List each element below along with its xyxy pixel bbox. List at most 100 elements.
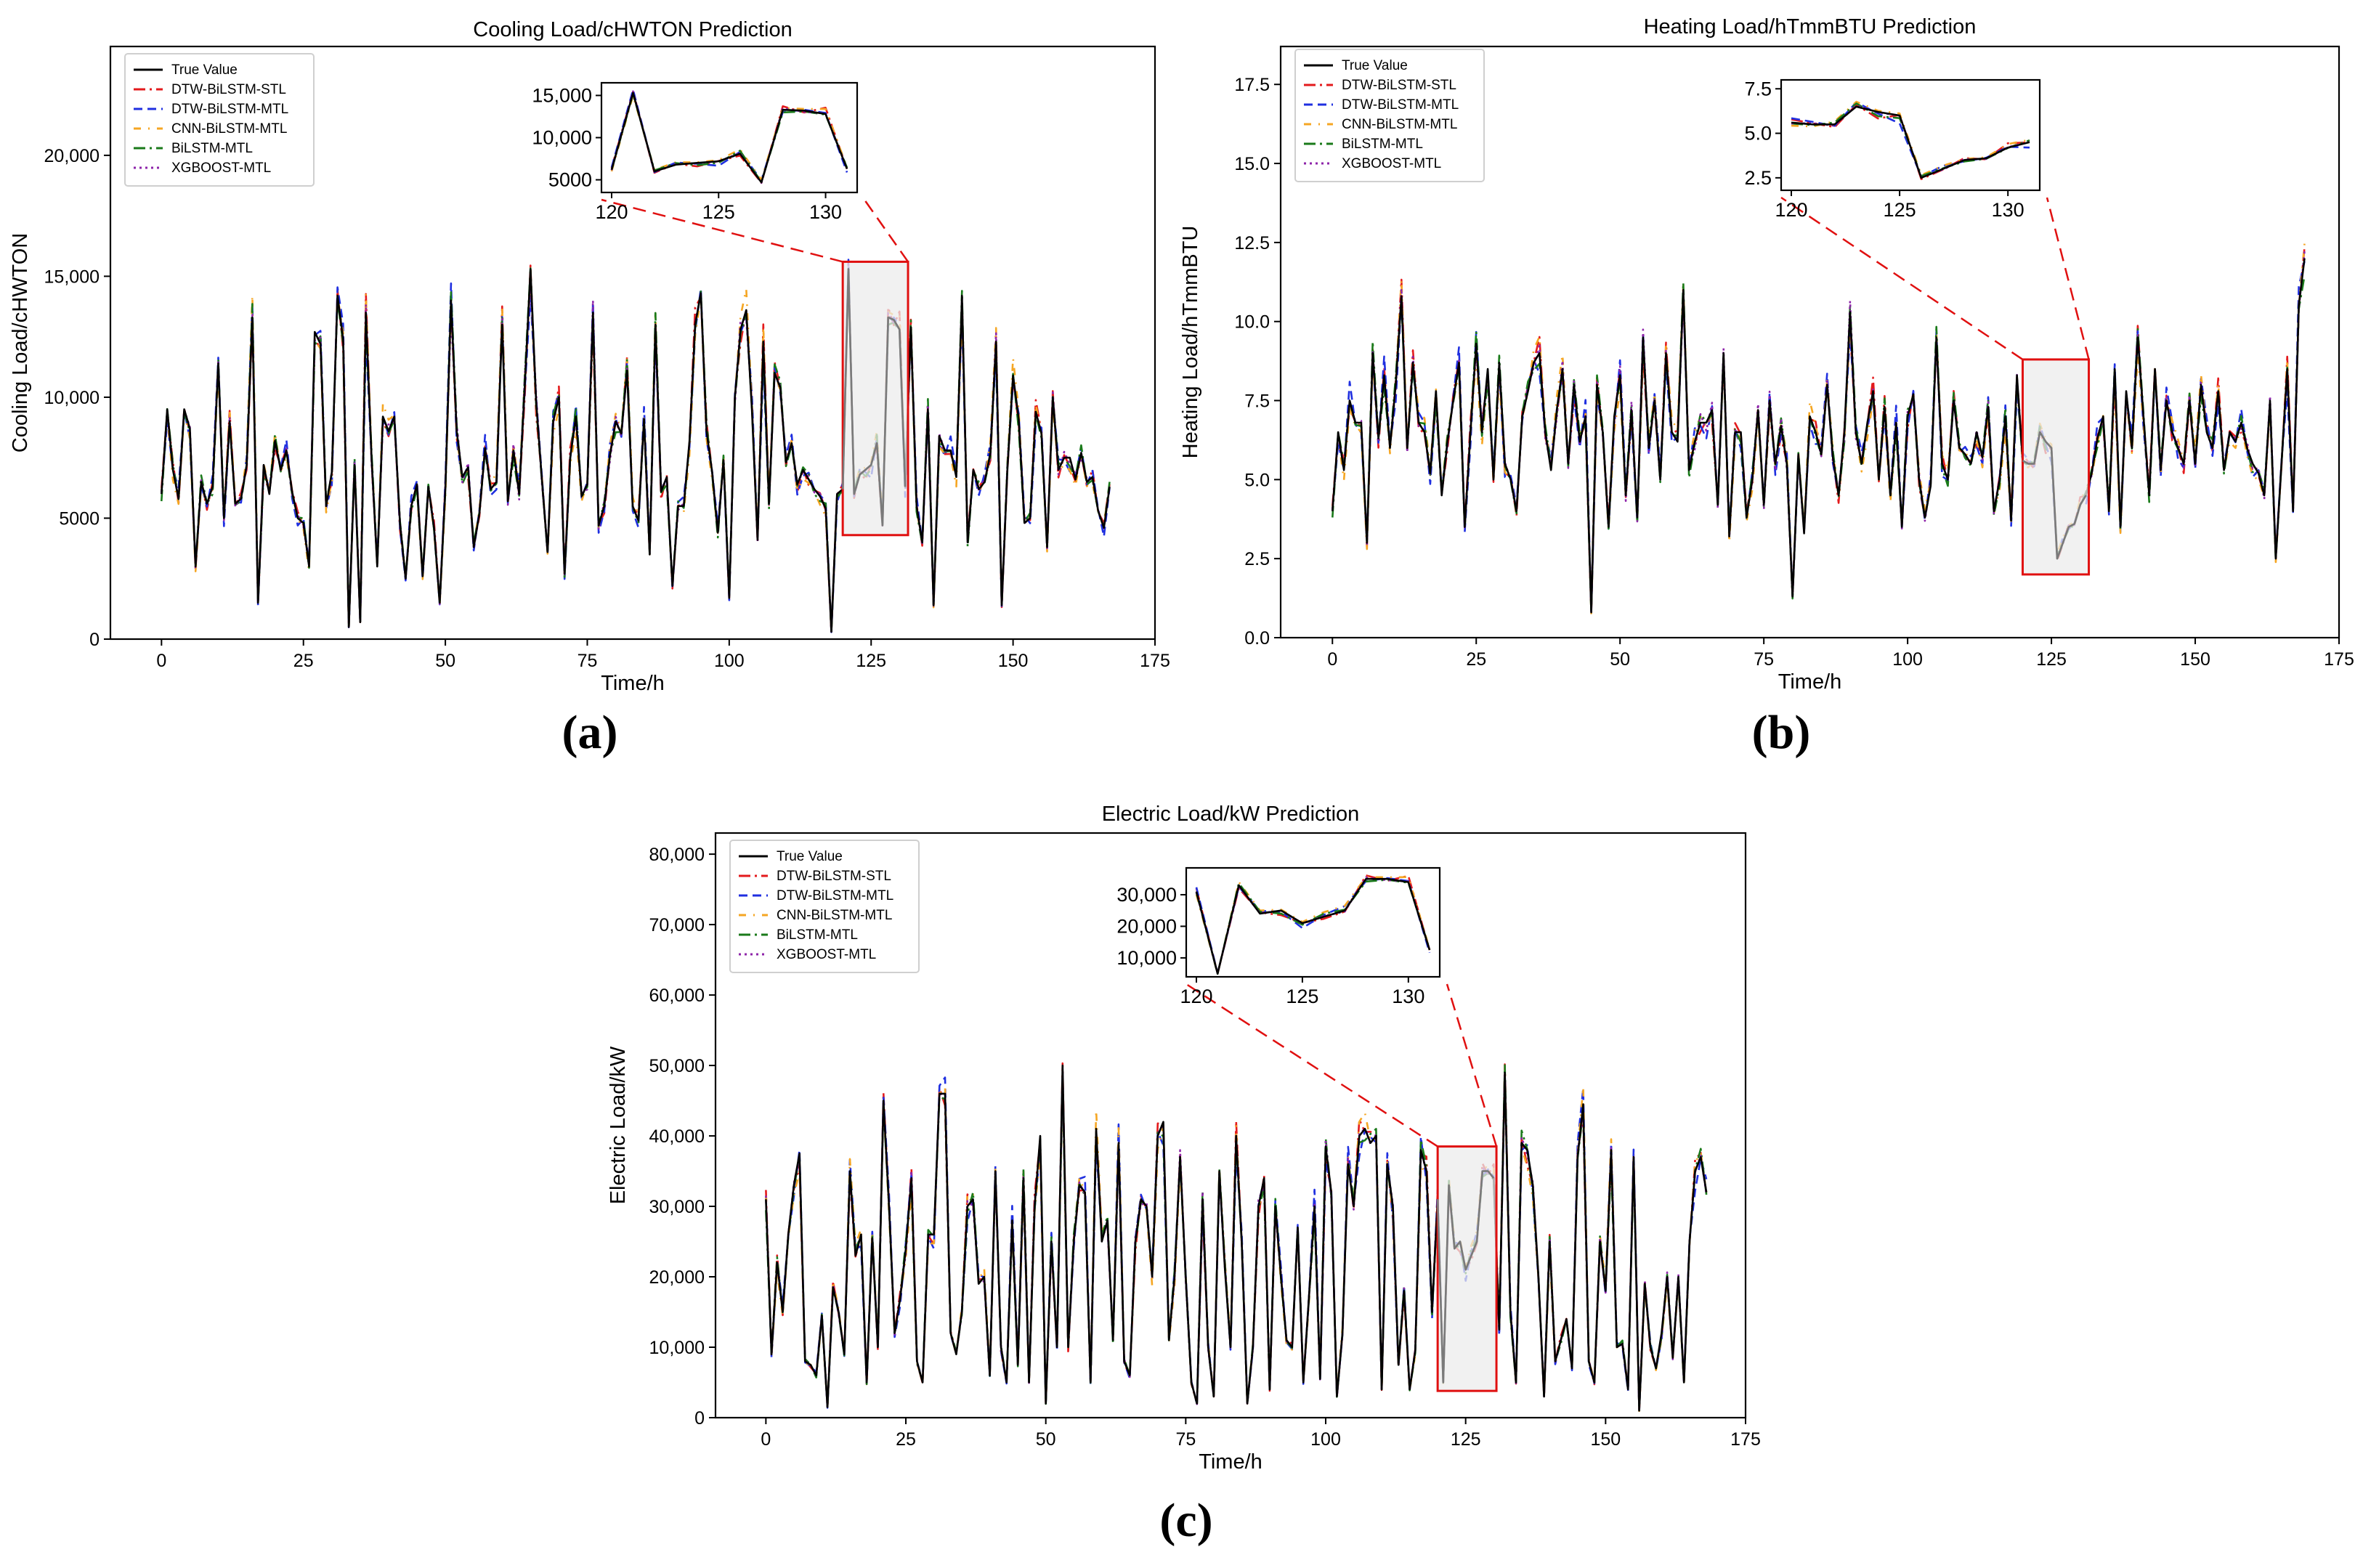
y-tick-label: 50,000 bbox=[649, 1056, 705, 1076]
x-tick-label: 175 bbox=[1140, 651, 1170, 671]
x-axis-label: Time/h bbox=[601, 672, 665, 695]
x-tick-label: 75 bbox=[1175, 1429, 1196, 1450]
panel-b-heating-load: Heating Load/hTmmBTU Prediction 0 25 50 75 10… bbox=[1179, 15, 2354, 759]
x-axis-label: Time/h bbox=[1199, 1450, 1262, 1474]
inset-series-cnn-bilstm-mtl bbox=[1195, 876, 1431, 975]
legend-frame bbox=[729, 840, 920, 973]
y-tick-label: 10.0 bbox=[1234, 312, 1270, 333]
x-tick-label: 125 bbox=[2036, 649, 2067, 670]
y-tick-label: 60,000 bbox=[649, 986, 705, 1006]
y-tick-label: 12.5 bbox=[1234, 233, 1270, 253]
legend: True Value DTW-BiLSTM-STL DTW-BiLSTM-MTL CN… bbox=[729, 840, 920, 973]
panel-label: (b) bbox=[1752, 706, 1811, 759]
inset-zoom-plot: 120 125 130 2.5 5.0 7.5 bbox=[1744, 78, 2041, 221]
y-tick-label: 20,000 bbox=[649, 1267, 705, 1288]
legend-entry-label: CNN-BiLSTM-MTL bbox=[1342, 117, 1457, 132]
y-tick-label: 10,000 bbox=[649, 1338, 705, 1358]
y-axis-label: Electric Load/kW bbox=[607, 1046, 630, 1204]
y-tick-label: 0 bbox=[89, 630, 100, 650]
inset-y-tick-label: 10,000 bbox=[532, 127, 592, 149]
chart-title: Electric Load/kW Prediction bbox=[1102, 803, 1360, 826]
y-tick-label: 10,000 bbox=[44, 388, 100, 408]
series-group bbox=[765, 1062, 1708, 1413]
plot-frame bbox=[1279, 45, 2340, 639]
x-tick-label: 100 bbox=[1892, 649, 1923, 670]
inset-y-tick-label: 15,000 bbox=[532, 84, 592, 106]
legend-entry-label: XGBOOST-MTL bbox=[171, 161, 271, 176]
y-tick-label: 5000 bbox=[59, 508, 100, 529]
y-tick-label: 17.5 bbox=[1234, 75, 1270, 95]
series-line-dtw-bilstm-stl bbox=[765, 1062, 1708, 1412]
inset-y-tick-label: 7.5 bbox=[1744, 78, 1772, 99]
inset-y-tick-label: 10,000 bbox=[1116, 947, 1177, 969]
inset-background bbox=[1781, 80, 2040, 190]
x-tick-label: 75 bbox=[1754, 649, 1774, 670]
y-tick-label: 7.5 bbox=[1244, 391, 1270, 412]
legend-entry-label: DTW-BiLSTM-MTL bbox=[777, 888, 893, 903]
inset-series-true value bbox=[610, 92, 848, 184]
series-line-cnn-bilstm-mtl bbox=[765, 1078, 1708, 1413]
legend-entry-label: BiLSTM-MTL bbox=[1342, 137, 1423, 152]
x-tick-label: 25 bbox=[1466, 649, 1486, 670]
legend: True Value DTW-BiLSTM-STL DTW-BiLSTM-MTL CN… bbox=[124, 53, 315, 187]
inset-series-true value bbox=[1791, 105, 2030, 179]
series-line-cnn-bilstm-mtl bbox=[161, 275, 1111, 633]
x-tick-label: 0 bbox=[156, 651, 166, 671]
legend-frame bbox=[1294, 49, 1485, 182]
x-tick-label: 125 bbox=[856, 651, 886, 671]
inset-y-tick-label: 5.0 bbox=[1744, 123, 1772, 145]
zoom-connector-right bbox=[2046, 197, 2090, 360]
x-tick-label: 50 bbox=[1036, 1429, 1056, 1450]
inset-zoom-plot: 120 125 130 5000 10,000 15,000 bbox=[532, 81, 859, 223]
x-tick-label: 0 bbox=[1327, 649, 1337, 670]
y-tick-label: 80,000 bbox=[649, 845, 705, 865]
y-tick-label: 0 bbox=[694, 1408, 705, 1429]
inset-y-tick-label: 5000 bbox=[548, 169, 592, 191]
inset-x-tick-label: 130 bbox=[1392, 986, 1424, 1007]
zoom-connector-left bbox=[1185, 983, 1438, 1147]
legend-entry-label: True Value bbox=[777, 849, 843, 864]
y-tick-label: 0.0 bbox=[1244, 628, 1270, 649]
legend-entry-label: DTW-BiLSTM-STL bbox=[1342, 78, 1456, 93]
zoom-region-trace bbox=[2022, 431, 2087, 560]
inset-y-tick-label: 20,000 bbox=[1116, 915, 1177, 937]
series-line-true value bbox=[1332, 258, 2306, 614]
zoom-connector-right bbox=[863, 199, 909, 263]
x-tick-label: 125 bbox=[1451, 1429, 1481, 1450]
y-tick-label: 70,000 bbox=[649, 915, 705, 935]
inset-x-tick-label: 120 bbox=[1775, 199, 1807, 221]
inset-x-tick-label: 125 bbox=[1884, 199, 1916, 221]
x-tick-label: 100 bbox=[714, 651, 745, 671]
y-axis-label: Cooling Load/cHWTON bbox=[9, 233, 32, 452]
legend-entry-label: XGBOOST-MTL bbox=[1342, 156, 1441, 171]
inset-y-tick-label: 30,000 bbox=[1116, 884, 1177, 906]
legend-entry-label: True Value bbox=[171, 62, 238, 78]
x-tick-label: 150 bbox=[1590, 1429, 1621, 1450]
series-line-xgboost-mtl bbox=[161, 263, 1111, 633]
y-tick-label: 20,000 bbox=[44, 146, 100, 166]
legend-entry-label: True Value bbox=[1342, 58, 1408, 73]
legend-entry-label: DTW-BiLSTM-STL bbox=[171, 82, 286, 97]
y-tick-label: 2.5 bbox=[1244, 549, 1270, 569]
x-tick-label: 25 bbox=[896, 1429, 916, 1450]
series-line-bilstm-mtl bbox=[161, 267, 1111, 633]
y-axis-label: Heating Load/hTmmBTU bbox=[1179, 226, 1202, 459]
inset-x-tick-label: 125 bbox=[1286, 986, 1318, 1007]
x-tick-label: 50 bbox=[435, 651, 455, 671]
x-tick-label: 150 bbox=[2180, 649, 2210, 670]
legend-entry-label: DTW-BiLSTM-MTL bbox=[171, 102, 288, 117]
series-line-true value bbox=[765, 1064, 1708, 1412]
legend-entry-label: XGBOOST-MTL bbox=[777, 947, 876, 962]
y-tick-label: 15,000 bbox=[44, 267, 100, 287]
x-tick-label: 0 bbox=[761, 1429, 771, 1450]
panel-a-cooling-load: Cooling Load/cHWTON Prediction 0 25 50 75 100… bbox=[9, 18, 1170, 759]
inset-frame bbox=[1185, 866, 1441, 978]
inset-series-true value bbox=[1195, 877, 1431, 975]
zoom-connector-left bbox=[601, 198, 843, 263]
plot-frame bbox=[109, 45, 1156, 641]
inset-x-tick-label: 130 bbox=[1992, 199, 2024, 221]
series-group bbox=[161, 259, 1111, 633]
x-tick-label: 150 bbox=[998, 651, 1029, 671]
panel-c-electric-load: Electric Load/kW Prediction 0 25 50 75 100 125… bbox=[607, 803, 1761, 1547]
panel-label: (c) bbox=[1159, 1494, 1212, 1547]
